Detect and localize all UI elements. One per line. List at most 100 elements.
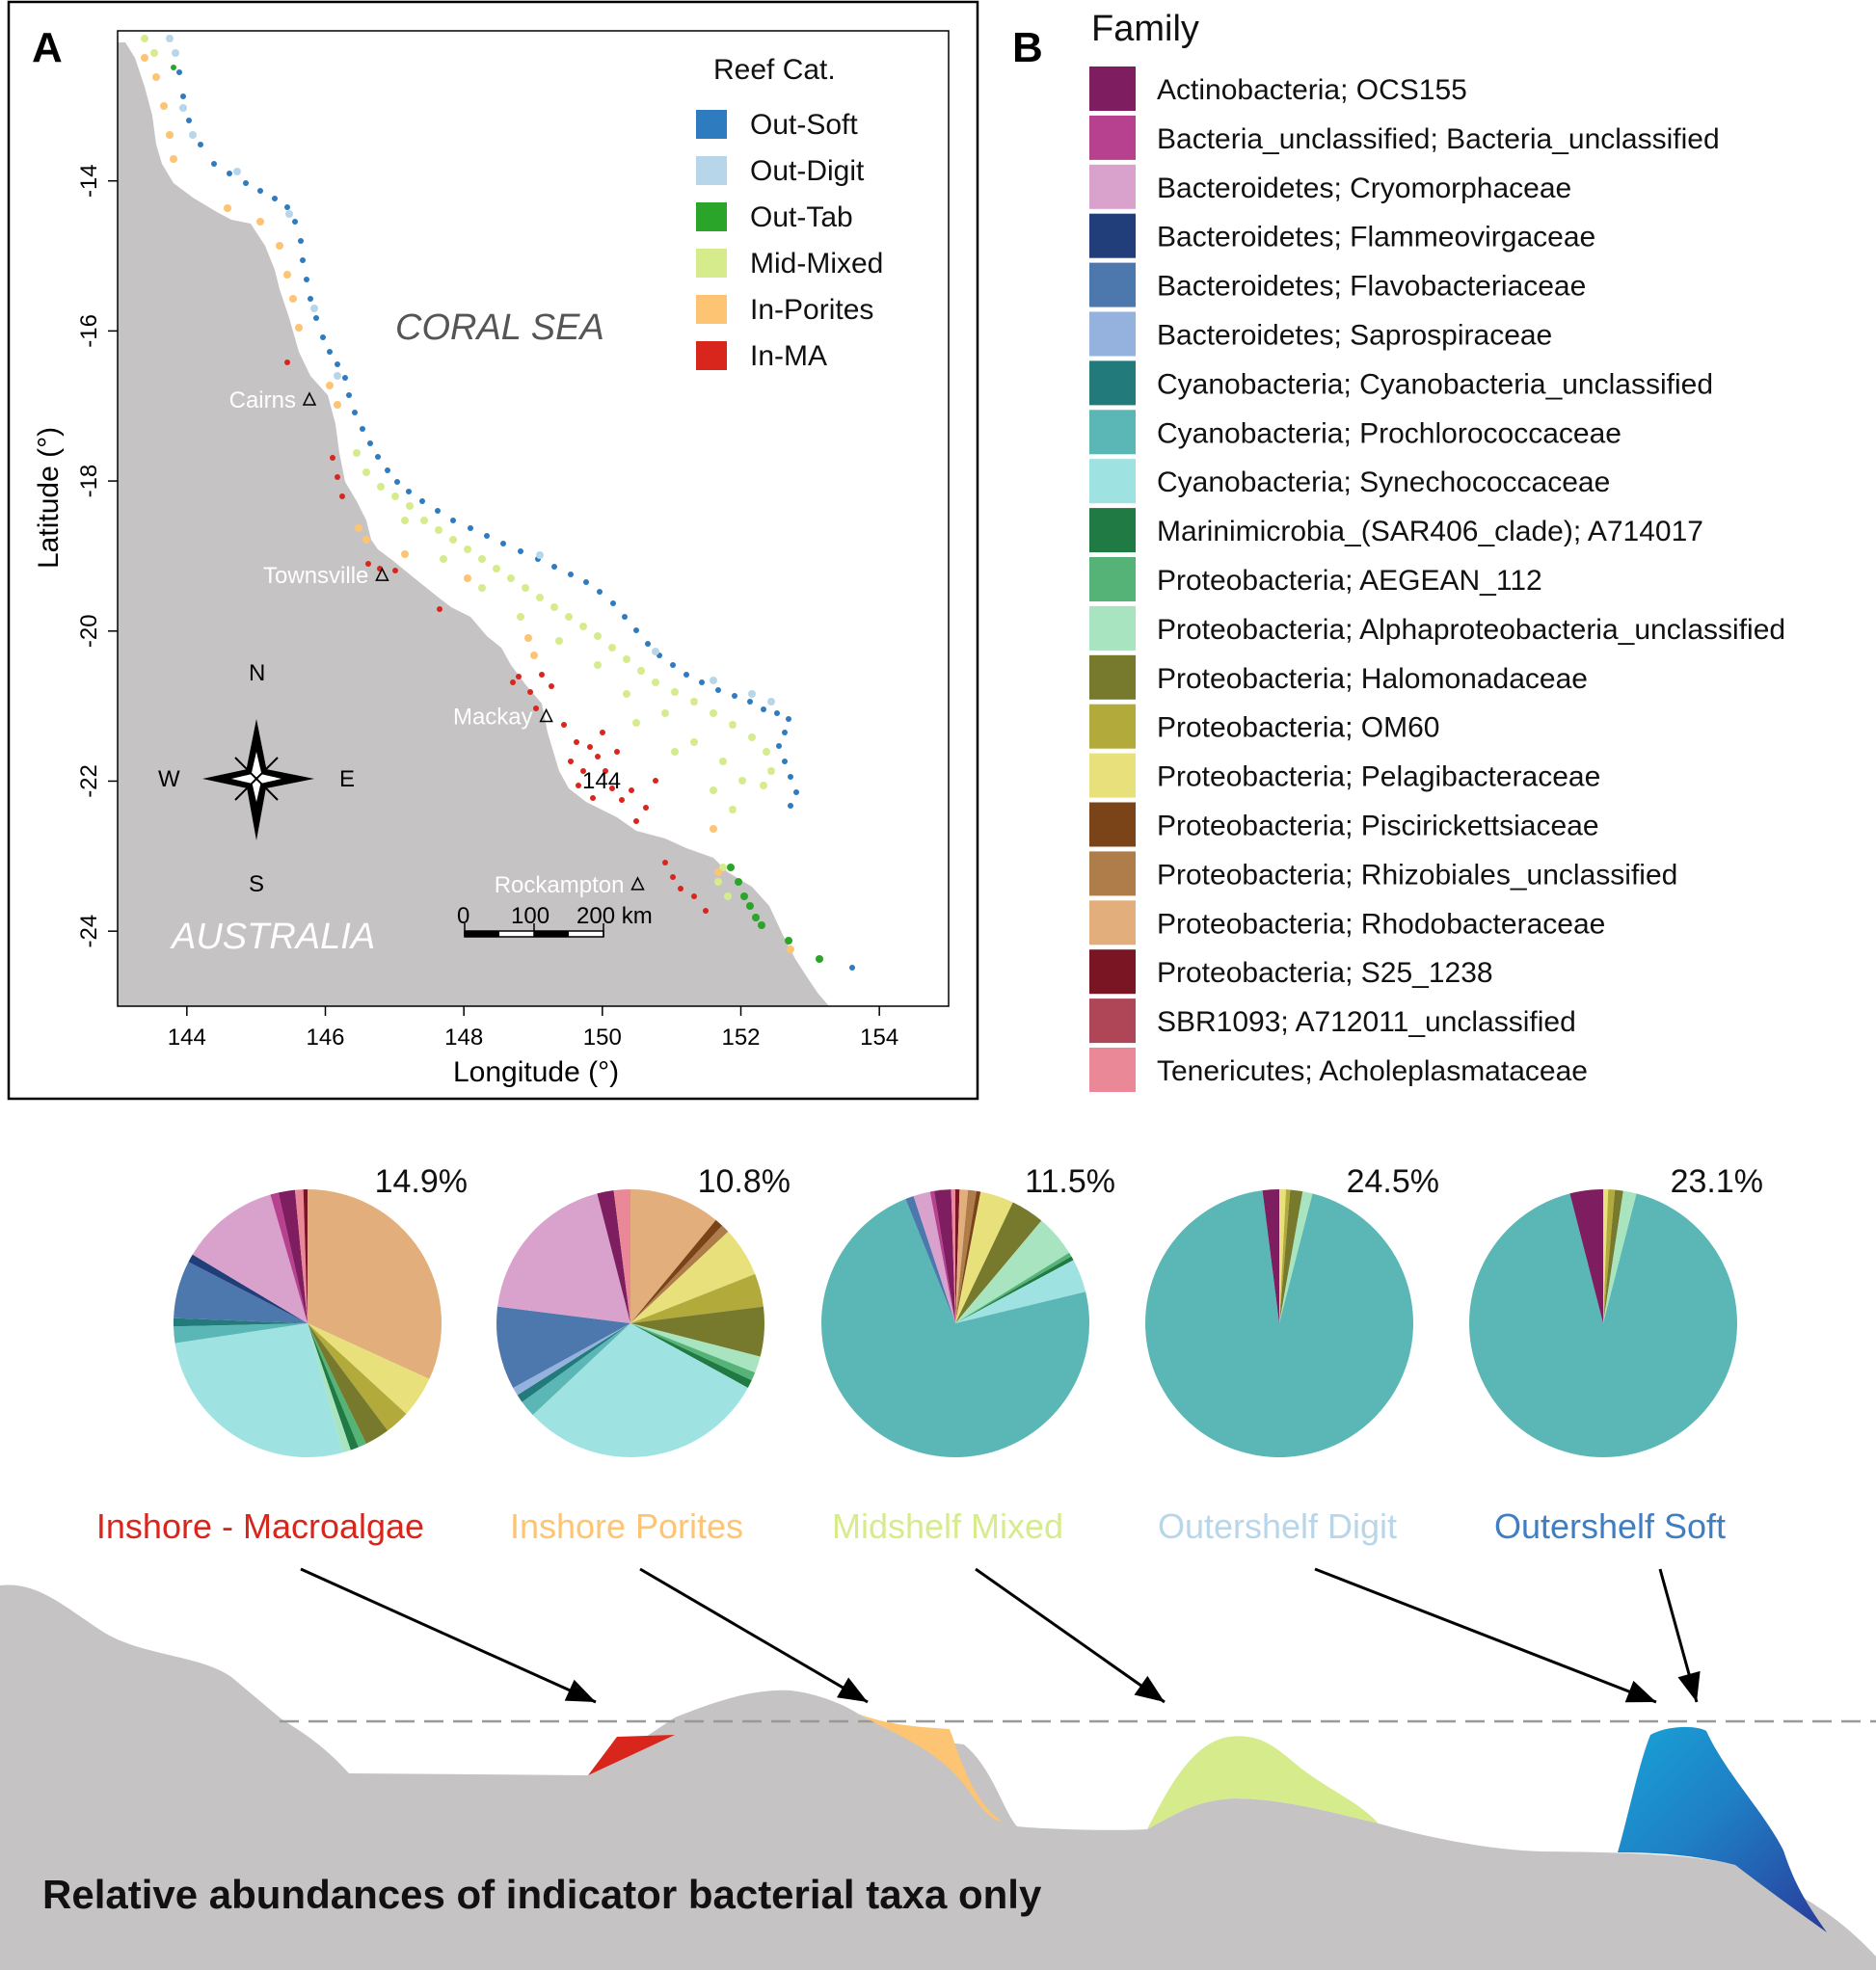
pie-2: 11.5% <box>821 1163 1115 1458</box>
family-legend-swatch <box>1089 949 1136 995</box>
town-label: Townsville <box>263 563 368 589</box>
pie-slice <box>192 1194 308 1323</box>
pie-slice <box>174 1323 308 1344</box>
arrow-head <box>1677 1670 1701 1702</box>
y-tick-label: -20 <box>76 614 102 648</box>
pie-slice <box>174 1262 308 1323</box>
family-legend-label: Cyanobacteria; Cyanobacteria_unclassifie… <box>1157 368 1713 400</box>
family-legend-label: Bacteroidetes; Flammeovirgaceae <box>1157 222 1595 253</box>
pie-slice <box>955 1252 1072 1323</box>
family-legend-label: Bacteria_unclassified; Bacteria_unclassi… <box>1157 123 1720 155</box>
compass-e: E <box>339 766 355 792</box>
pie-slice <box>1469 1193 1738 1458</box>
map-frame <box>117 30 950 1007</box>
pie-slice <box>1279 1189 1286 1323</box>
reef-legend: Out-Soft Out-Digit Out-Tab Mid-Mixed In-Pori… <box>696 109 883 372</box>
family-legend-label: Marinimicrobia_(SAR406_clade); A714017 <box>1157 516 1703 547</box>
reef-inshore-porites <box>858 1714 1003 1822</box>
reef-inshore-macroalgae <box>588 1735 675 1775</box>
pie-slice <box>955 1202 1042 1323</box>
pie-slice <box>630 1189 716 1323</box>
family-legend-label: Proteobacteria; Rhodobacteraceae <box>1157 908 1605 940</box>
arrows <box>300 1567 1701 1704</box>
pie-percent-label: 10.8% <box>698 1163 791 1200</box>
family-legend-label: Bacteroidetes; Cryomorphaceae <box>1157 173 1571 204</box>
pie-0: 14.9% <box>174 1163 468 1457</box>
pie-percent-label: 24.5% <box>1347 1163 1439 1200</box>
pie-slice <box>308 1323 430 1414</box>
pie-3: 24.5% <box>1145 1163 1439 1457</box>
pie-slice <box>929 1190 955 1323</box>
reef-legend-label: Out-Soft <box>750 109 858 141</box>
arrow-line <box>1314 1567 1657 1704</box>
pie-slice <box>630 1219 723 1323</box>
family-legend-swatch <box>1089 1048 1136 1092</box>
pie-slice <box>1569 1189 1603 1323</box>
pie-slice <box>174 1318 308 1327</box>
family-legend-label: SBR1093; A712011_unclassified <box>1157 1006 1576 1038</box>
family-legend-label: Proteobacteria; Alphaproteobacteria_uncl… <box>1157 614 1785 646</box>
y-tick-label: -22 <box>76 764 102 798</box>
pie-slice <box>188 1254 308 1323</box>
panel-a-frame <box>7 0 979 1101</box>
reef-dots-out-digit <box>166 35 775 705</box>
scale-label-100: 100 <box>511 903 549 929</box>
family-legend-label: Proteobacteria; OM60 <box>1157 712 1439 744</box>
family-legend-swatch <box>1089 557 1136 601</box>
family-legend: Actinobacteria; OCS155 Bacteria_unclassif… <box>1089 67 1785 1092</box>
y-axis: -14 -16 -18 -20 -22 -24 <box>76 164 118 947</box>
family-legend-label: Tenericutes; Acholeplasmataceae <box>1157 1055 1588 1087</box>
family-legend-label: Proteobacteria; Rhizobiales_unclassified <box>1157 859 1677 891</box>
arrow-line <box>300 1567 597 1704</box>
family-legend-swatch <box>1089 164 1136 209</box>
reef-legend-swatch <box>696 110 727 139</box>
panel-b: B Family Actinobacteria; OCS155 Bacteria_… <box>1012 9 1785 1092</box>
y-tick-label: -14 <box>76 164 102 198</box>
australia-label: AUSTRALIA <box>170 917 375 957</box>
family-legend-label: Proteobacteria; AEGEAN_112 <box>1157 565 1542 597</box>
family-legend-swatch <box>1089 900 1136 945</box>
town-markers: Cairns Townsville Mackay Rockampton <box>229 387 645 898</box>
family-legend-swatch <box>1089 311 1136 357</box>
pie-slice <box>308 1323 351 1453</box>
town-marker <box>375 567 389 581</box>
arrow-head <box>837 1677 868 1702</box>
y-axis-title: Latitude (°) <box>33 427 65 569</box>
town-marker <box>630 876 645 891</box>
panel-a-letter: A <box>32 24 63 71</box>
pie-4: 23.1% <box>1469 1163 1763 1458</box>
pie-slice <box>303 1189 308 1323</box>
compass-w: W <box>158 766 180 792</box>
pie-slice <box>955 1189 977 1323</box>
y-tick-label: -18 <box>76 465 102 498</box>
pie-slice <box>308 1323 366 1448</box>
panel-b-letter: B <box>1012 24 1043 71</box>
x-tick-label: 146 <box>306 1025 344 1051</box>
scale-label-0: 0 <box>457 903 469 929</box>
reef-legend-swatch <box>696 295 727 324</box>
pie-slice <box>308 1323 359 1451</box>
pie-slice <box>630 1306 764 1357</box>
pie-slice <box>308 1323 407 1431</box>
pie-slice <box>821 1198 1089 1458</box>
reef-legend-label: Out-Digit <box>750 155 865 187</box>
x-tick-label: 154 <box>860 1025 898 1051</box>
pie-slice <box>1603 1189 1609 1323</box>
pie-slice <box>496 1306 630 1388</box>
arrow-head <box>1624 1680 1656 1703</box>
category-label: Inshore Porites <box>510 1506 743 1546</box>
family-legend-swatch <box>1089 802 1136 847</box>
family-legend-swatch <box>1089 459 1136 504</box>
x-tick-label: 144 <box>168 1025 206 1051</box>
pie-percent-label: 11.5% <box>1025 1163 1115 1200</box>
family-legend-label: Proteobacteria; Piscirickettsiaceae <box>1157 811 1599 842</box>
arrow-head <box>564 1679 596 1702</box>
pie-percent-label: 23.1% <box>1671 1163 1763 1200</box>
compass-rose: N S E W <box>158 660 355 897</box>
pie-slice <box>955 1256 1074 1323</box>
reef-midshelf-mixed <box>1147 1736 1379 1829</box>
pie-slice <box>308 1323 389 1444</box>
x-tick-label: 150 <box>583 1025 622 1051</box>
pie-slice <box>1603 1189 1616 1323</box>
family-legend-label: Proteobacteria; Halomonadaceae <box>1157 663 1588 695</box>
